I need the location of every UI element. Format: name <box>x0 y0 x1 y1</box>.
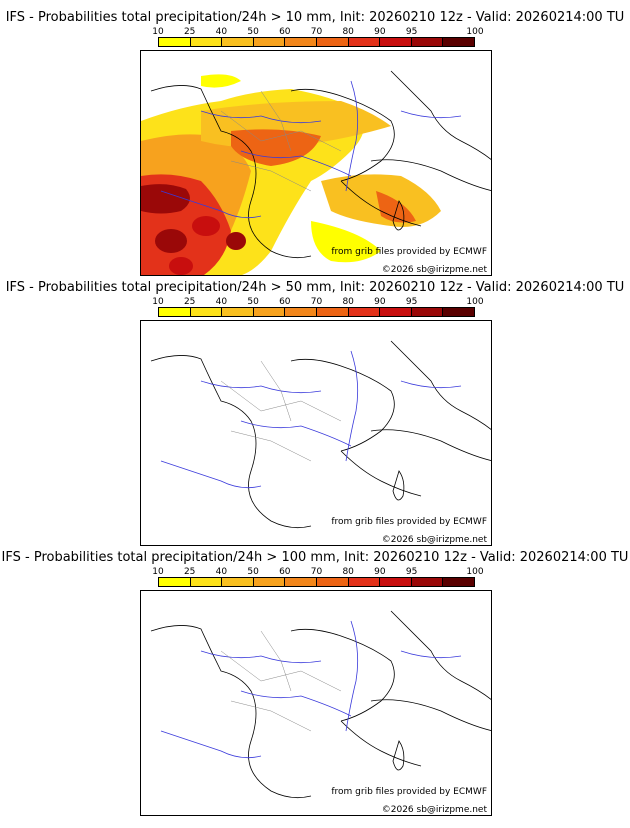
copyright: ©2026 sb@irizpme.net <box>381 805 487 815</box>
colorbar-tick-label: 100 <box>466 27 484 37</box>
colorbar-tick-label: 90 <box>374 27 386 37</box>
colorbar <box>158 577 475 587</box>
colorbar-labels: 10 25 40 50 60 70 80 90 95 100 <box>150 27 490 37</box>
colorbar-tick-label: 50 <box>247 297 259 307</box>
colorbar-tick-label: 60 <box>279 297 291 307</box>
precip-map: from grib files provided by ECMWF ©2026 … <box>140 50 492 276</box>
country-borders <box>150 340 491 529</box>
colorbar-segment <box>159 578 191 586</box>
colorbar-segment <box>380 578 412 586</box>
colorbar-segment <box>285 308 317 316</box>
colorbar-tick-label: 90 <box>374 567 386 577</box>
colorbar-segment <box>253 308 286 316</box>
colorbar <box>158 37 475 47</box>
colorbar-segment <box>222 308 254 316</box>
colorbar-segment <box>348 38 381 46</box>
colorbar-tick-label: 95 <box>405 297 418 307</box>
colorbar-labels: 10 25 40 50 60 70 80 90 95 100 <box>150 297 490 307</box>
colorbar-tick-label: 80 <box>342 297 354 307</box>
colorbar-segment <box>190 578 223 586</box>
colorbar-segment <box>348 578 381 586</box>
colorbar-tick-label: 100 <box>466 297 484 307</box>
colorbar-tick-label: 95 <box>405 27 418 37</box>
source-credit: from grib files provided by ECMWF <box>331 517 487 527</box>
colorbar-segment <box>411 578 444 586</box>
precip-map: from grib files provided by ECMWF ©2026 … <box>140 590 492 816</box>
colorbar <box>158 307 475 317</box>
copyright: ©2026 sb@irizpme.net <box>381 265 487 275</box>
colorbar-segment <box>443 578 474 586</box>
panel-title: IFS - Probabilities total precipitation/… <box>5 280 625 295</box>
colorbar-tick-label: 70 <box>310 567 323 577</box>
colorbar-tick-label: 70 <box>310 27 323 37</box>
colorbar-tick-label: 25 <box>183 27 196 37</box>
colorbar-segment <box>253 38 286 46</box>
colorbar-segment <box>348 308 381 316</box>
colorbar-segment <box>443 308 474 316</box>
colorbar-tick-label: 70 <box>310 297 323 307</box>
colorbar-labels: 10 25 40 50 60 70 80 90 95 100 <box>150 567 490 577</box>
copyright: ©2026 sb@irizpme.net <box>381 535 487 545</box>
colorbar-segment <box>159 308 191 316</box>
panel-title: IFS - Probabilities total precipitation/… <box>1 550 629 565</box>
colorbar-tick-label: 50 <box>247 567 259 577</box>
colorbar-segment <box>285 578 317 586</box>
source-credit: from grib files provided by ECMWF <box>331 787 487 797</box>
colorbar-segment <box>380 38 412 46</box>
colorbar-tick-label: 90 <box>374 297 386 307</box>
colorbar-segment <box>316 578 349 586</box>
map-svg <box>150 610 491 799</box>
colorbar-tick-label: 40 <box>215 27 228 37</box>
colorbar-tick-label: 10 <box>152 27 164 37</box>
rivers <box>160 80 462 219</box>
colorbar-tick-label: 40 <box>215 567 228 577</box>
colorbar-tick-label: 80 <box>342 27 354 37</box>
colorbar-tick-label: 10 <box>152 567 164 577</box>
colorbar-tick-label: 50 <box>247 27 259 37</box>
country-borders <box>150 70 491 259</box>
colorbar-segment <box>222 38 254 46</box>
colorbar-segment <box>443 38 474 46</box>
colorbar-segment <box>253 578 286 586</box>
rivers <box>160 350 462 489</box>
colorbar-tick-label: 95 <box>405 567 418 577</box>
colorbar-tick-label: 10 <box>152 297 164 307</box>
colorbar-tick-label: 80 <box>342 567 354 577</box>
panel-100mm: IFS - Probabilities total precipitation/… <box>0 540 630 816</box>
colorbar-segment <box>316 308 349 316</box>
colorbar-segment <box>411 308 444 316</box>
colorbar-segment <box>411 38 444 46</box>
source-credit: from grib files provided by ECMWF <box>331 247 487 257</box>
region-borders <box>220 360 342 462</box>
precip-map: from grib files provided by ECMWF ©2026 … <box>140 320 492 546</box>
colorbar-tick-label: 25 <box>183 567 196 577</box>
colorbar-segment <box>285 38 317 46</box>
colorbar-tick-label: 25 <box>183 297 196 307</box>
colorbar-segment <box>190 308 223 316</box>
map-svg <box>150 340 491 529</box>
colorbar-tick-label: 40 <box>215 297 228 307</box>
panel-title: IFS - Probabilities total precipitation/… <box>5 10 625 25</box>
precipitation-field <box>141 74 441 275</box>
panel-50mm: IFS - Probabilities total precipitation/… <box>0 270 630 546</box>
region-borders <box>220 90 342 192</box>
colorbar-segment <box>190 38 223 46</box>
colorbar-segment <box>316 38 349 46</box>
colorbar-tick-label: 60 <box>279 567 291 577</box>
map-svg <box>141 70 491 275</box>
colorbar-tick-label: 60 <box>279 27 291 37</box>
country-borders <box>150 610 491 799</box>
colorbar-segment <box>222 578 254 586</box>
colorbar-tick-label: 100 <box>466 567 484 577</box>
panel-10mm: IFS - Probabilities total precipitation/… <box>0 0 630 276</box>
rivers <box>160 620 462 759</box>
colorbar-segment <box>380 308 412 316</box>
region-borders <box>220 630 342 732</box>
colorbar-segment <box>159 38 191 46</box>
